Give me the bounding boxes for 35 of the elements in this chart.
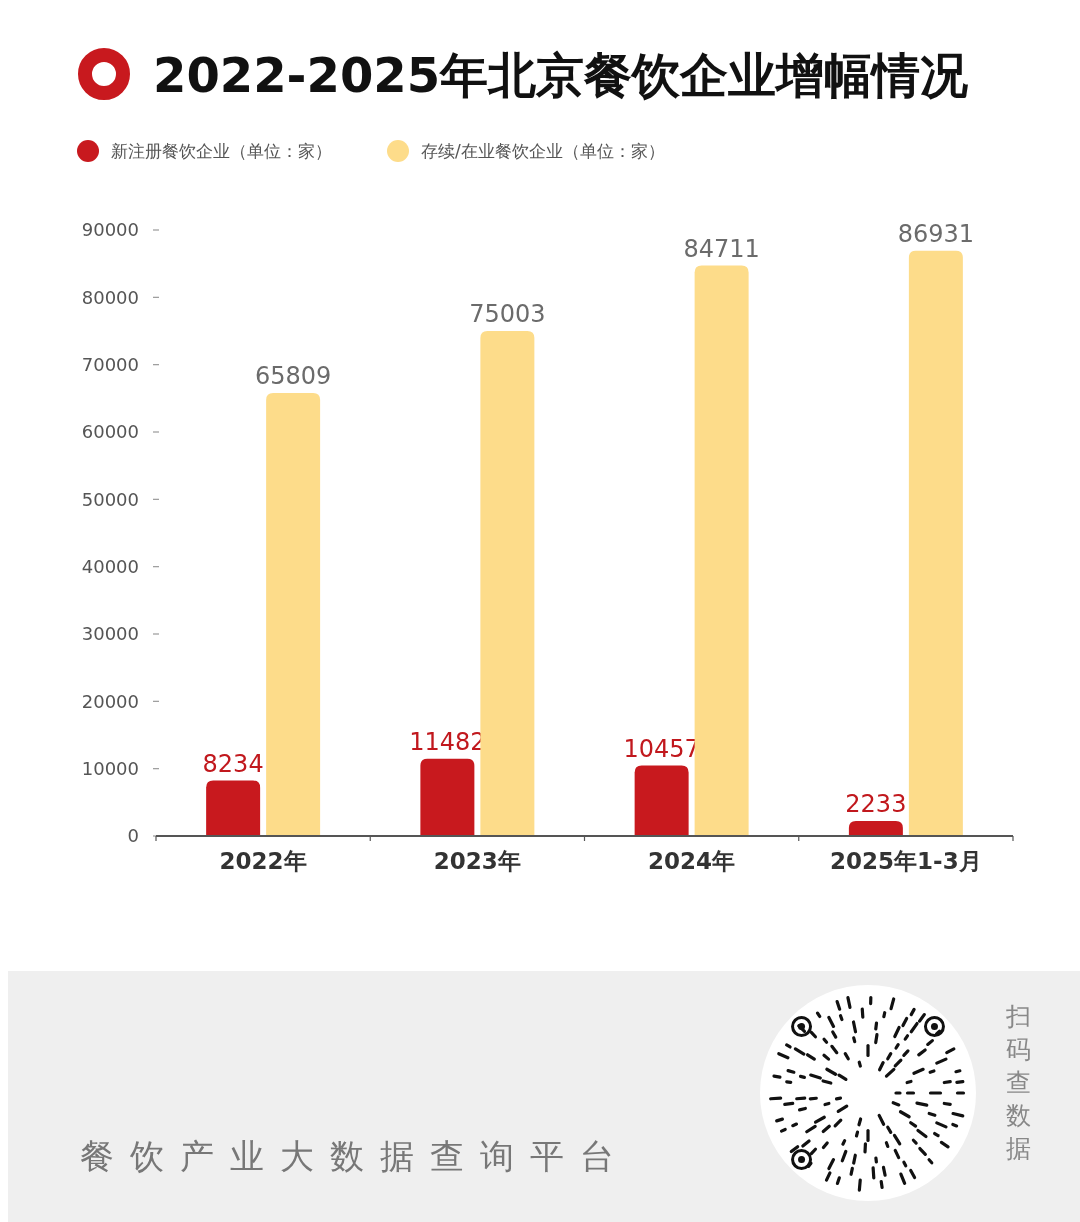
x-tick-label: 2025年1-3月 [830, 848, 982, 875]
data-label: 86931 [897, 219, 975, 248]
bar [908, 250, 963, 836]
bar [694, 265, 749, 836]
bar [206, 780, 261, 836]
y-tick-label: 40000 [81, 555, 139, 577]
y-tick-label: 60000 [81, 421, 139, 443]
y-tick-label: 90000 [81, 219, 139, 241]
data-label: 75003 [469, 299, 546, 328]
chart-title: 2022-2025年北京餐饮企业增幅情况 [153, 47, 969, 103]
data-label: 2233 [845, 789, 907, 818]
y-tick-label: 10000 [81, 757, 139, 779]
bar [480, 330, 535, 836]
legend-label: 新注册餐饮企业（单位：家） [111, 140, 332, 161]
bar [848, 820, 903, 836]
text: 扫码查数据 [1004, 1001, 1031, 1163]
data-label: 84711 [683, 234, 760, 263]
y-tick-label: 50000 [81, 488, 139, 510]
x-tick-label: 2023年 [433, 848, 521, 875]
data-label: 10457 [623, 734, 700, 763]
text: 餐饮产业大数据查询平台 [80, 1136, 630, 1176]
y-tick-label: 80000 [81, 286, 139, 308]
x-tick-label: 2024年 [648, 848, 736, 875]
y-tick-label: 30000 [81, 623, 139, 645]
y-tick-label: 20000 [81, 690, 139, 712]
legend-label: 存续/在业餐饮企业（单位：家） [421, 140, 665, 161]
x-tick-label: 2022年 [219, 848, 307, 875]
y-tick-label: 70000 [81, 353, 139, 375]
y-tick-label: 0 [127, 825, 139, 847]
bar [266, 392, 321, 836]
data-label: 11482 [409, 727, 486, 756]
bar [634, 765, 689, 836]
data-label: 65809 [254, 361, 332, 390]
bar [420, 758, 475, 836]
data-label: 8234 [202, 749, 264, 778]
